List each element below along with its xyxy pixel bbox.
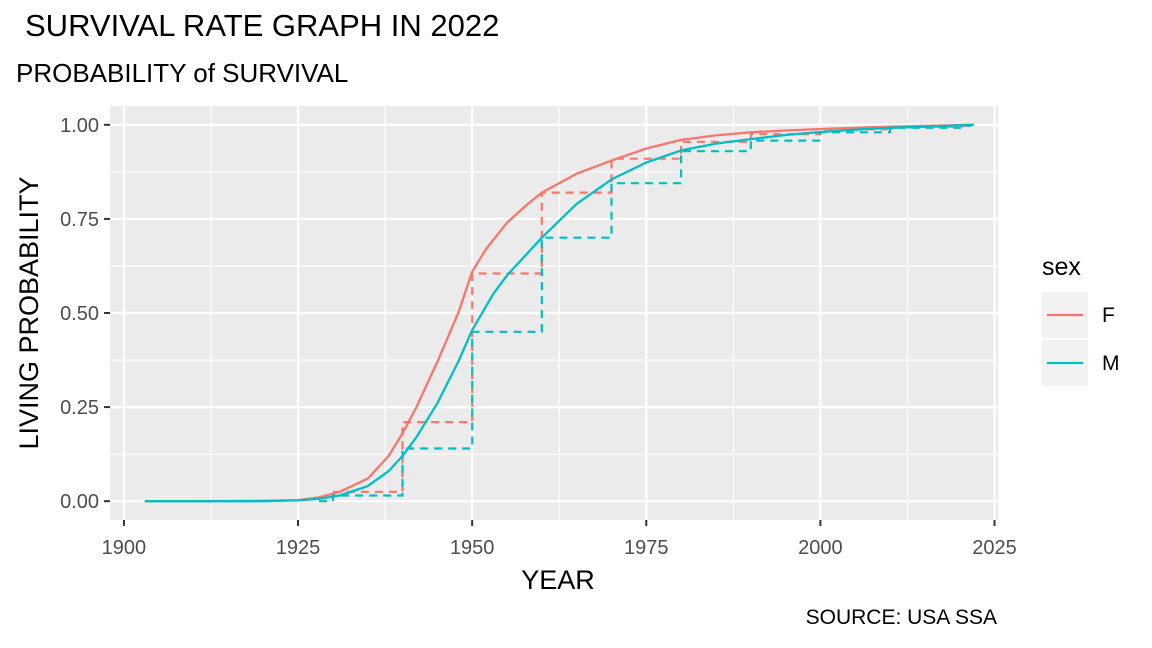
y-axis-title: LIVING PROBABILITY [14,176,44,449]
chart-title: SURVIVAL RATE GRAPH IN 2022 [25,8,500,43]
legend-label-m: M [1102,352,1120,375]
y-tick-label: 1.00 [60,115,99,137]
x-tick-label: 1925 [276,537,321,559]
x-tick-label: 2025 [972,537,1017,559]
x-tick-label: 2000 [798,537,843,559]
legend-label-f: F [1102,304,1115,327]
series-m-step-line [318,123,974,503]
y-tick-label: 0.25 [60,397,99,419]
y-tick-label: 0.50 [60,303,99,325]
legend-title: sex [1042,253,1081,281]
y-axis: 0.00 0.25 0.50 0.75 1.00 [60,115,110,513]
y-tick-label: 0.75 [60,209,99,231]
source-caption: SOURCE: USA SSA [805,606,997,629]
x-axis-title: YEAR [521,565,595,595]
x-tick-label: 1975 [624,537,669,559]
chart-subtitle: PROBABILITY of SURVIVAL [16,58,349,88]
series-m-smooth-line [144,123,974,503]
legend: sex F M [1042,253,1120,386]
y-tick-label: 0.00 [60,491,99,513]
series-layer [144,123,974,503]
x-tick-label: 1900 [102,537,147,559]
x-axis: 1900 1925 1950 1975 2000 2025 [102,520,1017,559]
x-tick-label: 1950 [450,537,495,559]
series-f-smooth-line [144,123,974,503]
